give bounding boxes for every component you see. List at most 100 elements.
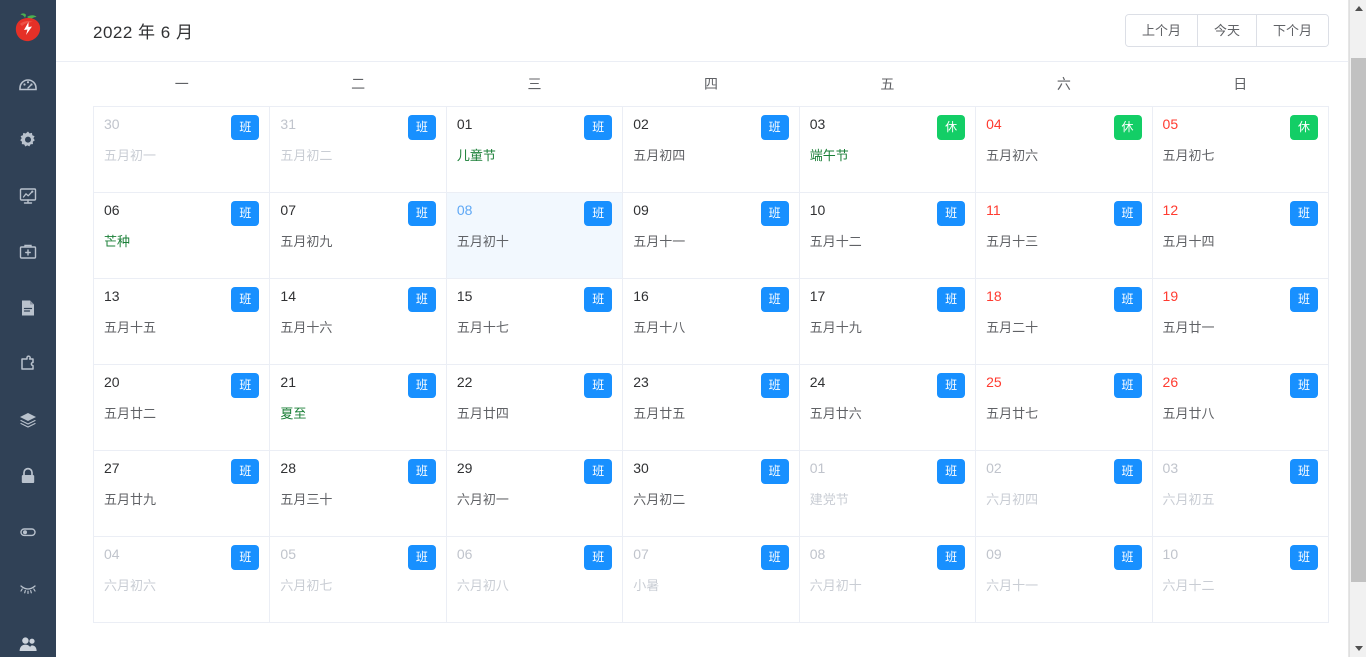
day-cell-content[interactable]: 07 班五月初九 [270,193,445,278]
calendar-day-cell[interactable]: 24 班五月廿六 [798,363,977,451]
day-cell-content[interactable]: 30 班六月初二 [623,451,798,536]
calendar-day-cell[interactable]: 14 班五月十六 [269,277,447,365]
calendar-day-cell[interactable]: 28 班五月三十 [269,449,447,537]
work-badge[interactable]: 班 [231,200,260,226]
day-cell-content[interactable]: 17 班五月十九 [800,279,975,364]
day-cell-content[interactable]: 03 班六月初五 [1153,451,1328,536]
day-cell-content[interactable]: 20 班五月廿二 [94,365,269,450]
calendar-day-cell[interactable]: 09 班五月十一 [622,191,800,279]
day-cell-content[interactable]: 05 休五月初七 [1153,107,1328,192]
day-cell-content[interactable]: 13 班五月十五 [94,279,269,364]
calendar-day-cell[interactable]: 09 班六月十一 [975,535,1153,623]
calendar-day-cell[interactable]: 23 班五月廿五 [622,363,800,451]
work-badge[interactable]: 班 [760,114,789,140]
work-badge[interactable]: 班 [407,544,436,570]
sidebar-item-permission[interactable] [0,448,56,504]
calendar-day-cell[interactable]: 06 班六月初八 [445,535,624,623]
sidebar-item-monitor[interactable] [0,168,56,224]
calendar-day-cell[interactable]: 19 班五月廿一 [1151,277,1330,365]
work-badge[interactable]: 班 [231,372,260,398]
day-cell-content[interactable]: 15 班五月十七 [447,279,622,364]
calendar-day-cell[interactable]: 21 班夏至 [269,363,447,451]
calendar-day-cell[interactable]: 07 班五月初九 [269,191,447,279]
calendar-day-cell[interactable]: 15 班五月十七 [445,277,624,365]
day-cell-content[interactable]: 03 休端午节 [800,107,975,192]
work-badge[interactable]: 班 [407,200,436,226]
sidebar-item-toggle[interactable] [0,504,56,560]
work-badge[interactable]: 班 [937,200,966,226]
sidebar-item-plugin[interactable] [0,336,56,392]
calendar-day-cell[interactable]: 12 班五月十四 [1151,191,1330,279]
calendar-day-cell[interactable]: 10 班六月十二 [1151,535,1330,623]
day-cell-content[interactable]: 21 班夏至 [270,365,445,450]
calendar-day-cell[interactable]: 04 休五月初六 [975,105,1153,193]
calendar-day-cell[interactable]: 30 班六月初二 [622,449,800,537]
sidebar-item-dashboard[interactable] [0,56,56,112]
work-badge[interactable]: 班 [937,372,966,398]
day-cell-content[interactable]: 05 班六月初七 [270,537,445,622]
work-badge[interactable]: 班 [231,114,260,140]
work-badge[interactable]: 班 [1113,286,1142,312]
work-badge[interactable]: 班 [937,544,966,570]
day-cell-content[interactable]: 16 班五月十八 [623,279,798,364]
calendar-day-cell[interactable]: 01 班儿童节 [445,105,624,193]
work-badge[interactable]: 班 [760,286,789,312]
work-badge[interactable]: 班 [584,114,613,140]
calendar-day-cell[interactable]: 05 班六月初七 [269,535,447,623]
day-cell-content[interactable]: 08 班五月初十 [446,192,623,278]
calendar-day-cell[interactable]: 07 班小暑 [622,535,800,623]
calendar-day-cell[interactable]: 29 班六月初一 [445,449,624,537]
day-cell-content[interactable]: 02 班六月初四 [976,451,1151,536]
day-cell-content[interactable]: 26 班五月廿八 [1153,365,1328,450]
day-cell-content[interactable]: 10 班五月十二 [800,193,975,278]
work-badge[interactable]: 班 [1113,544,1142,570]
day-cell-content[interactable]: 08 班六月初十 [800,537,975,622]
work-badge[interactable]: 班 [1113,200,1142,226]
sidebar-item-users[interactable] [0,616,56,657]
sidebar-item-hidden[interactable] [0,560,56,616]
work-badge[interactable]: 班 [407,372,436,398]
day-cell-content[interactable]: 29 班六月初一 [447,451,622,536]
work-badge[interactable]: 班 [760,458,789,484]
calendar-day-cell[interactable]: 05 休五月初七 [1151,105,1330,193]
work-badge[interactable]: 班 [937,286,966,312]
today-button[interactable]: 今天 [1196,14,1256,47]
day-cell-content[interactable]: 07 班小暑 [623,537,798,622]
work-badge[interactable]: 班 [760,544,789,570]
day-cell-content[interactable]: 28 班五月三十 [270,451,445,536]
work-badge[interactable]: 班 [1113,458,1142,484]
work-badge[interactable]: 班 [760,200,789,226]
day-cell-content[interactable]: 30 班五月初一 [94,107,269,192]
day-cell-content[interactable]: 02 班五月初四 [623,107,798,192]
vertical-scrollbar[interactable] [1349,0,1366,657]
calendar-day-cell[interactable]: 01 班建党节 [798,449,977,537]
day-cell-content[interactable]: 12 班五月十四 [1153,193,1328,278]
calendar-day-cell[interactable]: 13 班五月十五 [92,277,271,365]
work-badge[interactable]: 班 [407,114,436,140]
day-cell-content[interactable]: 10 班六月十二 [1153,537,1328,622]
calendar-day-cell[interactable]: 17 班五月十九 [798,277,977,365]
day-cell-content[interactable]: 09 班五月十一 [623,193,798,278]
work-badge[interactable]: 班 [1290,544,1318,570]
sidebar-item-toolbox[interactable] [0,224,56,280]
day-cell-content[interactable]: 24 班五月廿六 [800,365,975,450]
calendar-day-cell[interactable]: 18 班五月二十 [975,277,1153,365]
work-badge[interactable]: 班 [1113,372,1142,398]
day-cell-content[interactable]: 19 班五月廿一 [1153,279,1328,364]
calendar-day-cell[interactable]: 02 班六月初四 [975,449,1153,537]
work-badge[interactable]: 班 [1290,286,1318,312]
calendar-day-cell[interactable]: 08 班五月初十 [445,191,624,279]
rest-badge[interactable]: 休 [1113,114,1142,140]
day-cell-content[interactable]: 06 班芒种 [94,193,269,278]
sidebar-item-document[interactable] [0,280,56,336]
work-badge[interactable]: 班 [1290,200,1318,226]
day-cell-content[interactable]: 01 班建党节 [800,451,975,536]
work-badge[interactable]: 班 [1290,372,1318,398]
calendar-day-cell[interactable]: 10 班五月十二 [798,191,977,279]
work-badge[interactable]: 班 [584,286,613,312]
work-badge[interactable]: 班 [1290,458,1318,484]
app-logo[interactable] [0,0,56,56]
scrollbar-thumb[interactable] [1351,58,1366,582]
rest-badge[interactable]: 休 [1290,114,1318,140]
calendar-day-cell[interactable]: 11 班五月十三 [975,191,1153,279]
